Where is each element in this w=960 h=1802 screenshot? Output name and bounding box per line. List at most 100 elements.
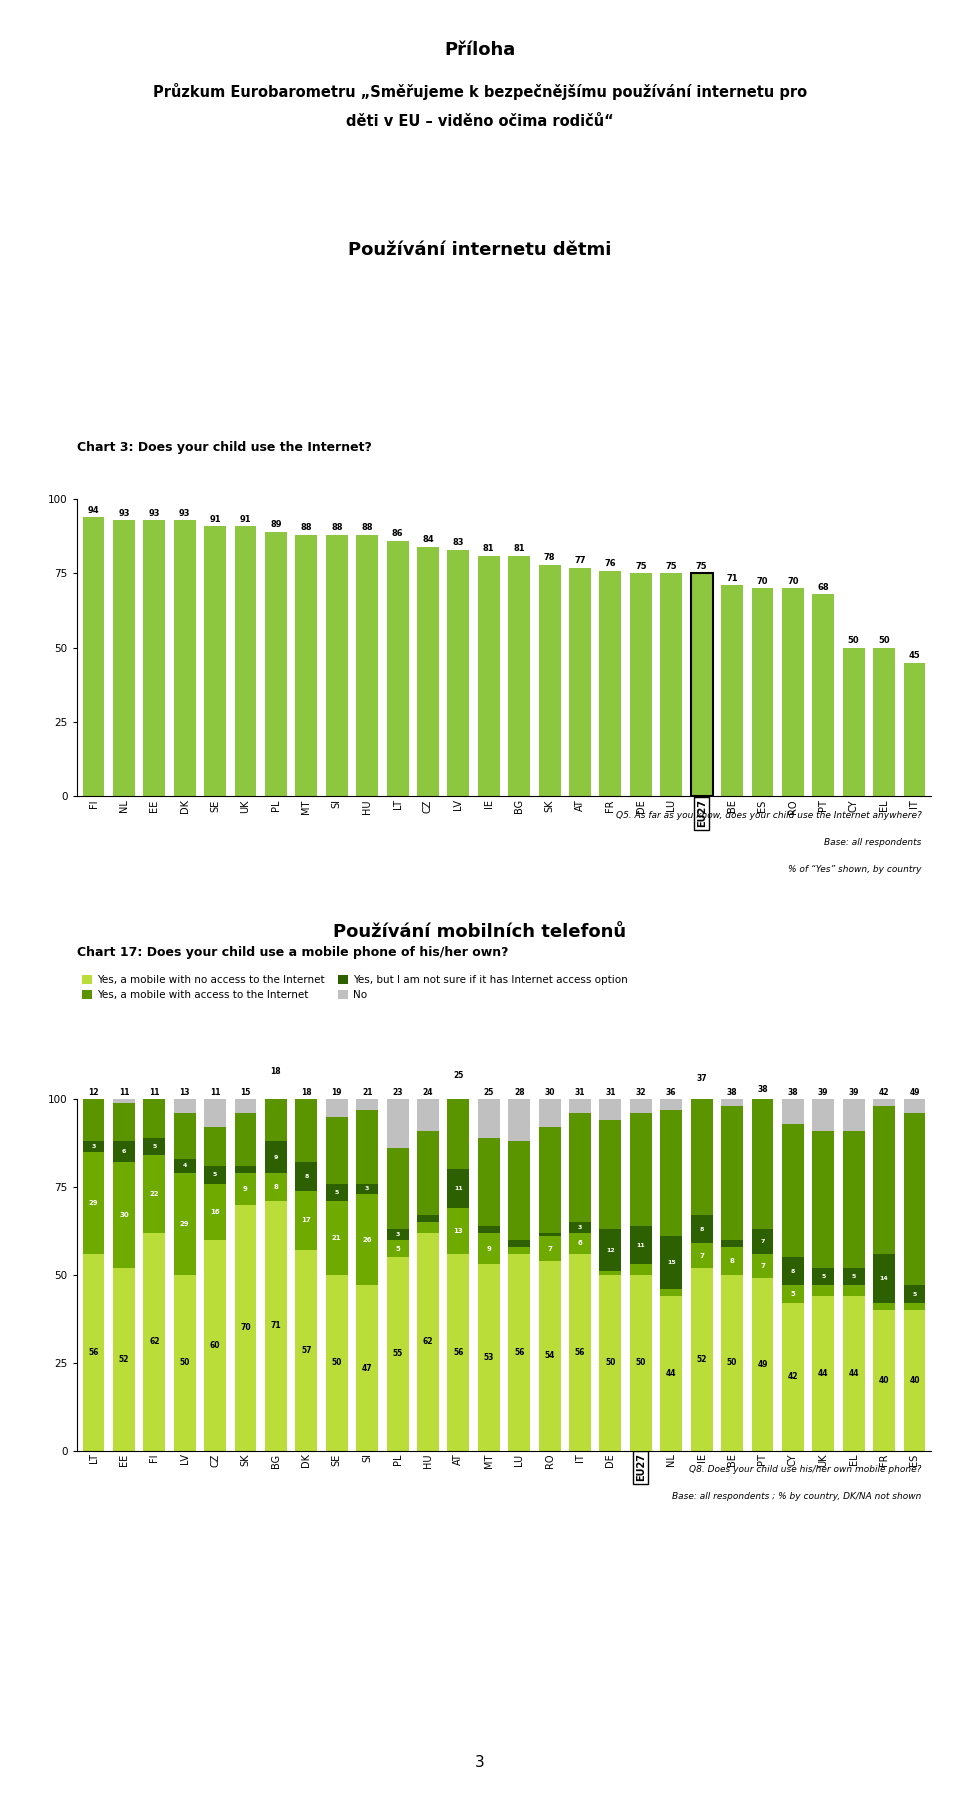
Text: 22: 22 bbox=[150, 1191, 159, 1197]
Text: Příloha: Příloha bbox=[444, 41, 516, 59]
Bar bbox=[478, 1233, 500, 1265]
Text: 32: 32 bbox=[636, 1088, 646, 1097]
Bar bbox=[781, 1124, 804, 1258]
Bar bbox=[143, 1155, 165, 1233]
Bar bbox=[874, 1099, 895, 1106]
Bar bbox=[356, 1184, 378, 1195]
Text: 5: 5 bbox=[852, 1274, 856, 1279]
Text: 8: 8 bbox=[304, 1175, 308, 1179]
Bar bbox=[113, 1162, 134, 1269]
Bar bbox=[721, 1106, 743, 1240]
Bar bbox=[874, 1310, 895, 1451]
Bar bbox=[903, 1310, 925, 1451]
Text: 39: 39 bbox=[849, 1088, 859, 1097]
Text: 8: 8 bbox=[274, 1184, 278, 1189]
Text: Base: all respondents ; % by country, DK/NA not shown: Base: all respondents ; % by country, DK… bbox=[672, 1492, 922, 1501]
Text: 55: 55 bbox=[393, 1350, 402, 1359]
Bar bbox=[690, 1269, 712, 1451]
Text: 93: 93 bbox=[118, 508, 130, 517]
Bar bbox=[113, 1099, 134, 1103]
Text: 56: 56 bbox=[514, 1348, 524, 1357]
Bar bbox=[690, 573, 712, 796]
Text: 24: 24 bbox=[422, 1088, 433, 1097]
Text: 91: 91 bbox=[209, 515, 221, 524]
Bar bbox=[234, 526, 256, 796]
Text: 49: 49 bbox=[757, 1361, 768, 1370]
Text: 70: 70 bbox=[756, 577, 768, 586]
Text: 15: 15 bbox=[240, 1088, 251, 1097]
Text: 19: 19 bbox=[331, 1088, 342, 1097]
Bar bbox=[387, 1148, 409, 1229]
Bar bbox=[812, 1296, 834, 1451]
Bar bbox=[781, 587, 804, 796]
Text: 94: 94 bbox=[87, 506, 99, 515]
Bar bbox=[903, 1099, 925, 1114]
Text: 53: 53 bbox=[484, 1353, 494, 1362]
Text: 25: 25 bbox=[484, 1088, 494, 1097]
Bar bbox=[356, 1285, 378, 1451]
Text: 11: 11 bbox=[149, 1088, 159, 1097]
Text: 39: 39 bbox=[818, 1088, 828, 1097]
Text: 38: 38 bbox=[787, 1088, 798, 1097]
Text: 50: 50 bbox=[848, 636, 859, 645]
Text: 50: 50 bbox=[605, 1359, 615, 1368]
Bar bbox=[874, 1254, 895, 1303]
Bar bbox=[843, 647, 865, 796]
Text: 47: 47 bbox=[362, 1364, 372, 1373]
Text: 57: 57 bbox=[301, 1346, 312, 1355]
Text: 84: 84 bbox=[422, 535, 434, 544]
Bar bbox=[781, 1099, 804, 1124]
Bar bbox=[83, 517, 105, 796]
Text: 81: 81 bbox=[483, 544, 494, 553]
Bar bbox=[83, 1151, 105, 1254]
Bar bbox=[812, 1132, 834, 1269]
Text: 38: 38 bbox=[757, 1085, 768, 1094]
Text: 56: 56 bbox=[575, 1348, 586, 1357]
Bar bbox=[478, 1225, 500, 1233]
Text: 60: 60 bbox=[210, 1341, 221, 1350]
Bar bbox=[843, 1132, 865, 1269]
Bar bbox=[721, 1099, 743, 1106]
Text: 81: 81 bbox=[514, 544, 525, 553]
Bar bbox=[296, 1099, 318, 1162]
Bar bbox=[569, 1233, 591, 1254]
Bar bbox=[781, 1285, 804, 1303]
Bar bbox=[478, 1099, 500, 1137]
Text: 18: 18 bbox=[271, 1067, 281, 1076]
Text: 45: 45 bbox=[908, 651, 921, 660]
Bar bbox=[660, 1099, 683, 1110]
Bar bbox=[599, 1229, 621, 1272]
Text: 71: 71 bbox=[271, 1321, 281, 1330]
Bar bbox=[174, 1159, 196, 1173]
Bar bbox=[204, 1184, 227, 1240]
Text: 11: 11 bbox=[119, 1088, 130, 1097]
Bar bbox=[325, 1099, 348, 1117]
Bar bbox=[113, 1141, 134, 1162]
Bar bbox=[356, 1099, 378, 1110]
Text: 62: 62 bbox=[149, 1337, 159, 1346]
Text: 8: 8 bbox=[730, 1258, 734, 1263]
Bar bbox=[660, 1110, 683, 1236]
Text: Chart 17: Does your child use a mobile phone of his/her own?: Chart 17: Does your child use a mobile p… bbox=[77, 946, 508, 959]
Text: 56: 56 bbox=[88, 1348, 99, 1357]
Text: 29: 29 bbox=[88, 1200, 98, 1206]
Text: 49: 49 bbox=[909, 1088, 920, 1097]
Bar bbox=[843, 1099, 865, 1132]
Text: 3: 3 bbox=[475, 1755, 485, 1770]
Bar bbox=[204, 1099, 227, 1128]
Text: Používání mobilních telefonů: Používání mobilních telefonů bbox=[333, 923, 627, 941]
Bar bbox=[83, 1099, 105, 1141]
Text: 9: 9 bbox=[274, 1155, 278, 1160]
Text: 12: 12 bbox=[88, 1088, 99, 1097]
Bar bbox=[539, 1128, 561, 1233]
Text: 31: 31 bbox=[605, 1088, 615, 1097]
Bar bbox=[903, 1303, 925, 1310]
Bar bbox=[539, 564, 561, 796]
Text: 52: 52 bbox=[696, 1355, 707, 1364]
Bar bbox=[356, 1195, 378, 1285]
Bar bbox=[296, 1191, 318, 1251]
Bar bbox=[508, 1141, 530, 1240]
Bar bbox=[781, 1303, 804, 1451]
Bar bbox=[690, 1215, 712, 1243]
Bar bbox=[903, 1114, 925, 1285]
